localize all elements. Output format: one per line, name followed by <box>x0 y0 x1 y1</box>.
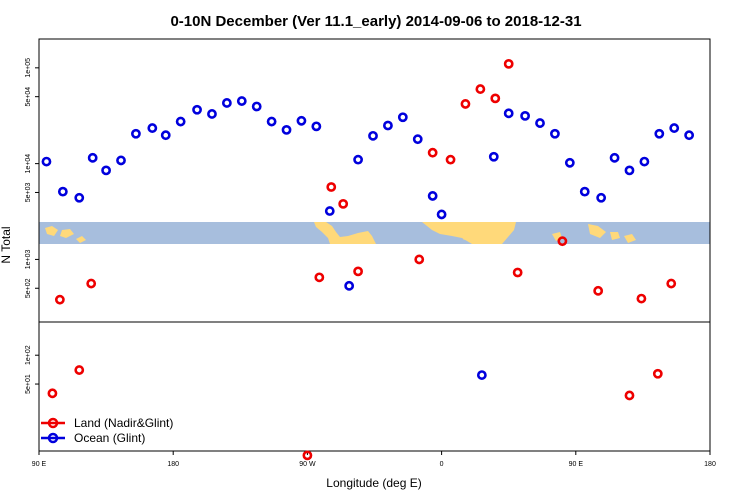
legend-label-land: Land (Nadir&Glint) <box>74 416 173 430</box>
land-point <box>557 236 568 247</box>
ocean-point <box>397 112 408 123</box>
land-point <box>652 368 663 379</box>
ocean-point <box>579 186 590 197</box>
ocean-point <box>624 165 635 176</box>
ocean-point <box>344 280 355 291</box>
land-point <box>460 99 471 109</box>
ocean-point <box>520 110 531 121</box>
ocean-point <box>87 152 98 163</box>
ocean-point <box>535 118 545 128</box>
land-point <box>302 450 313 461</box>
ocean-point <box>353 154 363 165</box>
x-tick-label: 180 <box>167 461 179 468</box>
land-point <box>86 278 97 289</box>
land-point <box>490 93 501 104</box>
x-axis-label: Longitude (deg E) <box>326 476 421 490</box>
land-point <box>624 390 635 401</box>
y-tick-label: 1e+04 <box>25 154 32 174</box>
ocean-point <box>654 128 665 139</box>
land-point <box>338 198 349 209</box>
legend-marker-land <box>47 417 59 429</box>
land-point <box>54 294 65 305</box>
map-ocean <box>39 222 710 244</box>
y-tick-label: 1e+02 <box>25 345 32 365</box>
legend-marker-ocean <box>47 432 59 444</box>
legend: Land (Nadir&Glint) Ocean (Glint) <box>41 416 173 445</box>
ocean-point <box>639 156 650 167</box>
data-points <box>41 58 695 461</box>
land-point <box>427 147 438 158</box>
y-tick-label: 5e+03 <box>25 183 32 203</box>
ocean-point <box>436 209 447 220</box>
ocean-point <box>266 116 277 127</box>
x-tick-label: 180 <box>704 461 716 468</box>
ocean-point <box>476 370 487 380</box>
ocean-point <box>412 134 423 145</box>
chart-title: 0-10N December (Ver 11.1_early) 2014-09-… <box>170 13 581 30</box>
ocean-point <box>550 128 560 139</box>
ocean-point <box>251 101 262 112</box>
land-point <box>326 182 337 192</box>
ocean-point <box>116 155 126 166</box>
land-point <box>47 388 58 399</box>
legend-label-ocean: Ocean (Glint) <box>74 431 145 445</box>
y-tick-label: 1e+05 <box>25 58 32 78</box>
land-point <box>666 278 677 289</box>
plot-frame <box>38 38 711 452</box>
ocean-point <box>192 104 202 115</box>
ocean-point <box>41 156 52 167</box>
land-point <box>503 58 514 69</box>
ocean-point <box>427 191 438 201</box>
ocean-point <box>74 192 85 203</box>
land-point <box>314 272 325 283</box>
land-point <box>593 285 604 296</box>
x-tick-label: 0 <box>440 461 444 468</box>
ocean-point <box>281 124 292 135</box>
ocean-point <box>147 123 158 133</box>
x-tick-label: 90 E <box>32 461 47 468</box>
ocean-point <box>596 192 607 203</box>
land-point <box>445 154 456 165</box>
ocean-point <box>503 108 514 119</box>
ocean-point <box>564 157 575 168</box>
ocean-point <box>311 121 322 132</box>
ocean-point <box>207 109 217 119</box>
ocean-point <box>368 130 378 141</box>
ocean-point <box>296 115 307 126</box>
y-tick-label: 5e+04 <box>25 87 32 107</box>
ocean-point <box>57 186 68 197</box>
ocean-point <box>131 128 141 139</box>
ocean-point <box>684 130 695 141</box>
ocean-point <box>669 123 680 133</box>
y-axis-label: N Total <box>0 226 13 263</box>
ocean-point <box>160 130 171 141</box>
land-point <box>414 254 425 265</box>
ocean-point <box>324 206 335 216</box>
land-point <box>636 293 647 304</box>
y-tick-label: 5e+02 <box>25 278 32 298</box>
y-tick-label: 5e+01 <box>25 374 32 394</box>
land-point <box>475 84 486 94</box>
ocean-point <box>221 98 232 108</box>
y-axis: 1e+05 5e+04 1e+04 5e+03 1e+03 5e+02 1e+02 5e+01 <box>25 58 39 394</box>
ocean-point <box>175 116 186 127</box>
ocean-point <box>101 165 111 176</box>
ocean-point <box>236 96 247 106</box>
land-point <box>353 266 363 277</box>
map-land <box>45 222 636 244</box>
x-axis: 90 E 180 90 W 0 90 E 180 <box>32 451 716 468</box>
map-strip <box>39 222 710 244</box>
ocean-point <box>383 120 393 131</box>
x-tick-label: 90 W <box>299 461 316 468</box>
ocean-point <box>488 151 499 162</box>
x-tick-label: 90 E <box>569 461 584 468</box>
land-point <box>512 267 523 278</box>
ocean-point <box>609 152 620 163</box>
land-point <box>74 365 85 375</box>
y-tick-label: 1e+03 <box>25 249 32 269</box>
